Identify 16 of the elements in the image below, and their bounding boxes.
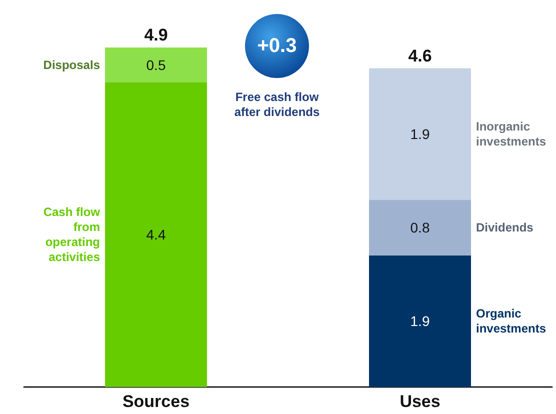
series-label: Organic investments bbox=[476, 306, 546, 336]
total-label: 4.9 bbox=[144, 26, 168, 45]
circle-badge: +0.3 bbox=[245, 14, 309, 78]
x-tick-label: Sources bbox=[122, 392, 190, 411]
data-label: 4.4 bbox=[146, 226, 166, 243]
series-label: Dividends bbox=[476, 220, 534, 235]
series-label: Disposals bbox=[43, 58, 100, 72]
annotation: Free cash flow after dividends bbox=[233, 90, 321, 120]
data-label: 0.5 bbox=[146, 56, 166, 73]
total-label: 4.6 bbox=[408, 46, 432, 66]
data-label: 1.9 bbox=[410, 126, 430, 142]
x-tick-label: Uses bbox=[400, 392, 440, 411]
series-label: Inorganic investments bbox=[476, 120, 546, 149]
series-label: Cash flow from operating activities bbox=[43, 205, 101, 264]
data-label: 1.9 bbox=[410, 313, 430, 330]
data-label: 0.8 bbox=[410, 220, 430, 236]
